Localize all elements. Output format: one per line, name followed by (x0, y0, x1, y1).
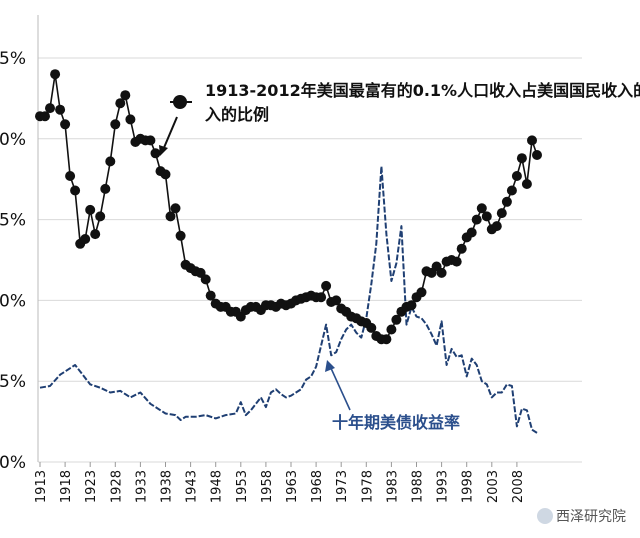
wealth-point (471, 214, 482, 225)
wealth-point (205, 290, 216, 301)
x-tick-label: 1953 (235, 470, 250, 503)
series-treasury-yield (39, 165, 538, 434)
x-tick-label: 1923 (84, 470, 99, 503)
annotation-yield: 十年期美债收益率 (325, 360, 460, 432)
wealth-point (456, 243, 467, 254)
wealth-point (165, 211, 176, 222)
wealth-point (105, 156, 116, 167)
x-tick-label: 1943 (185, 470, 200, 503)
annotation-yield-arrow (329, 365, 351, 411)
wealth-point (110, 119, 121, 130)
y-tick-label: 20% (0, 130, 26, 150)
x-axis: 1913 1918 1923 1928 1933 1938 1943 1948 1953 1958… (34, 462, 526, 503)
wealth-point (120, 90, 131, 101)
wealth-point (115, 98, 126, 109)
wealth-point (90, 229, 101, 240)
annotation-yield-arrowhead (325, 360, 335, 372)
annotation-wealth-arrow (162, 116, 178, 151)
wealth-point (175, 230, 186, 241)
wealth-point (55, 104, 66, 115)
wealth-point (316, 292, 327, 303)
wealth-point (125, 114, 136, 125)
wealth-point (80, 234, 91, 244)
wealth-point (511, 171, 522, 181)
wealth-point (40, 111, 50, 122)
x-tick-label: 1973 (335, 470, 350, 503)
wealth-point (506, 185, 517, 196)
wealth-point (150, 148, 161, 159)
annotation-wealth-line-1: 1913-2012年美国最富有的0.1%人口收入占美国国民收入的比 (205, 81, 640, 100)
y-tick-label: 5% (0, 372, 26, 392)
annotation-wealth: 1913-2012年美国最富有的0.1%人口收入占美国国民收入的比 入的比例 (159, 81, 640, 156)
wealth-point (100, 183, 111, 194)
watermark: 西泽研究院 (537, 506, 626, 526)
wealth-point (160, 169, 171, 180)
x-tick-label: 1933 (134, 470, 149, 503)
wealth-point (451, 256, 462, 267)
x-tick-label: 1968 (310, 470, 325, 503)
x-tick-label: 1993 (436, 470, 451, 503)
wealth-point (321, 280, 332, 291)
x-tick-label: 1928 (109, 470, 124, 503)
wealth-point (521, 179, 532, 189)
watermark-text: 西泽研究院 (556, 509, 626, 525)
wealth-point (406, 300, 417, 311)
y-tick-label: 10% (0, 291, 26, 311)
x-tick-label: 1998 (461, 470, 476, 503)
wealth-point (391, 314, 402, 325)
annotation-wealth-line-2: 入的比例 (205, 105, 269, 124)
y-tick-label: 15% (0, 211, 26, 231)
x-tick-label: 1978 (360, 470, 375, 503)
wealth-point (516, 153, 527, 164)
wealth-point (501, 196, 512, 207)
x-tick-label: 1983 (385, 470, 400, 503)
x-tick-label: 1958 (260, 470, 275, 503)
yield-line (39, 165, 538, 434)
wealth-point (527, 135, 537, 146)
wealth-point (491, 221, 502, 232)
wealth-point (532, 150, 542, 160)
x-tick-label: 1988 (411, 470, 426, 503)
wealth-point (145, 135, 156, 146)
annotation-wealth-arrowhead (159, 145, 168, 156)
y-tick-label: 0% (0, 453, 26, 473)
wealth-point (436, 267, 447, 278)
wealth-point (70, 185, 81, 196)
wealth-point (476, 203, 487, 214)
annotation-yield-label: 十年期美债收益率 (332, 413, 460, 432)
wealth-point (496, 208, 507, 219)
wealth-point (366, 322, 377, 333)
wealth-point (65, 171, 76, 181)
wealth-point (200, 274, 211, 285)
wealth-point (386, 324, 397, 335)
wechat-icon (537, 508, 553, 524)
wealth-point (50, 69, 61, 80)
x-tick-label: 2003 (486, 470, 501, 503)
x-tick-label: 1948 (210, 470, 225, 503)
wealth-point (170, 203, 181, 214)
wealth-point (85, 204, 96, 215)
x-tick-label: 1918 (59, 470, 74, 503)
x-tick-label: 1963 (285, 470, 300, 503)
wealth-point (45, 103, 55, 114)
wealth-point (466, 227, 477, 238)
y-axis: 0% 5% 10% 15% 20% 25% (0, 49, 26, 473)
wealth-point (331, 295, 342, 306)
x-tick-label: 1938 (160, 470, 175, 503)
series-top-income-share (35, 69, 542, 345)
wealth-point (416, 287, 427, 298)
wealth-point (481, 211, 492, 222)
wealth-point (60, 119, 71, 130)
y-tick-label: 25% (0, 49, 26, 69)
x-tick-label: 1913 (34, 470, 49, 503)
wealth-point (381, 334, 392, 345)
x-tick-label: 2008 (511, 470, 526, 503)
wealth-point (95, 211, 106, 222)
